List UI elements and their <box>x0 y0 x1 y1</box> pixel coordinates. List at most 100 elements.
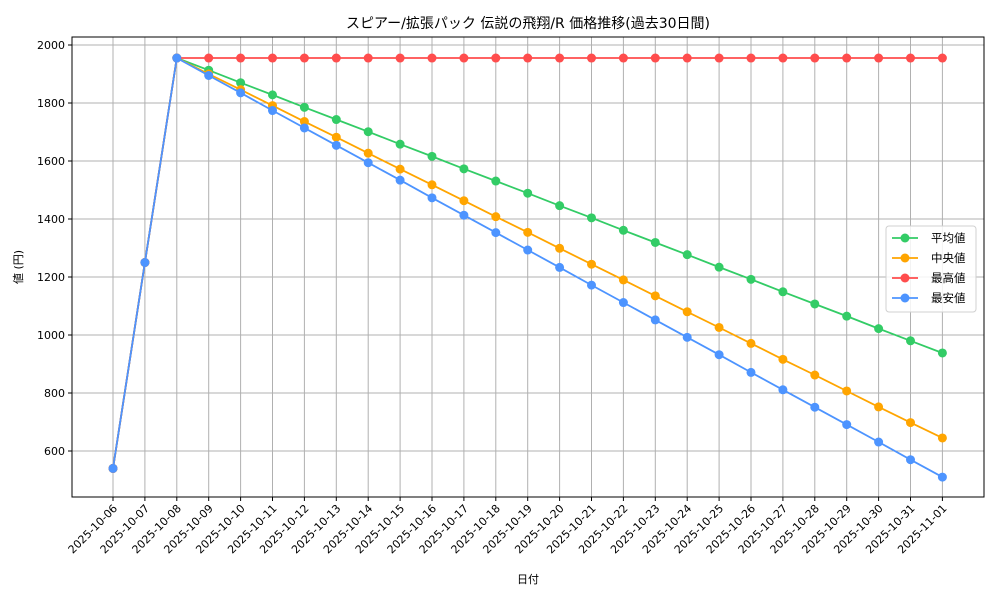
data-point <box>906 418 915 428</box>
data-point <box>587 213 596 223</box>
y-axis-label: 値 (円) <box>12 250 25 284</box>
data-point <box>587 259 596 269</box>
data-point <box>108 463 118 473</box>
data-point <box>842 53 852 63</box>
y-tick-label: 800 <box>44 387 65 400</box>
data-point <box>555 243 565 253</box>
data-point <box>842 386 852 396</box>
data-point <box>491 228 501 238</box>
data-point <box>555 201 565 211</box>
data-point <box>650 315 660 325</box>
data-point <box>906 455 915 465</box>
data-point <box>746 367 756 377</box>
data-point <box>427 151 437 161</box>
data-point <box>459 196 469 206</box>
data-point <box>842 311 852 321</box>
series-lines <box>108 53 947 482</box>
data-point <box>459 53 469 63</box>
data-point <box>937 433 947 443</box>
data-point <box>874 324 884 334</box>
data-point <box>491 53 501 63</box>
data-point <box>555 53 565 63</box>
data-point <box>140 258 150 267</box>
data-point <box>523 227 533 237</box>
x-axis-label: 日付 <box>517 573 539 586</box>
data-point <box>363 158 373 168</box>
legend-marker-icon <box>900 253 910 263</box>
series-最安値 <box>108 53 947 482</box>
y-tick-label: 1600 <box>37 155 65 168</box>
data-point <box>587 280 596 290</box>
data-point <box>523 53 533 63</box>
data-point <box>778 53 788 63</box>
legend-item: 中央値 <box>892 251 966 265</box>
legend-label: 最高値 <box>931 271 966 285</box>
data-point <box>395 53 405 63</box>
legend-marker-icon <box>900 233 910 243</box>
data-point <box>172 53 182 63</box>
data-point <box>363 148 373 158</box>
data-point <box>491 212 501 222</box>
y-tick-label: 2000 <box>37 39 65 52</box>
data-point <box>874 437 884 447</box>
data-point <box>427 180 437 190</box>
legend-label: 平均値 <box>931 231 966 245</box>
data-point <box>299 123 309 133</box>
data-point <box>714 322 724 332</box>
data-point <box>587 53 596 63</box>
legend-label: 最安値 <box>931 291 966 305</box>
data-point <box>937 53 947 63</box>
y-tick-label: 1800 <box>37 97 65 110</box>
data-point <box>682 307 692 317</box>
data-point <box>236 53 246 63</box>
legend-label: 中央値 <box>931 251 966 265</box>
x-axis-ticks: 2025-10-062025-10-072025-10-082025-10-09… <box>66 497 950 556</box>
data-point <box>714 262 724 272</box>
data-point <box>523 188 533 198</box>
series-最高値 <box>108 53 947 473</box>
data-point <box>236 78 246 88</box>
data-point <box>810 402 820 412</box>
data-point <box>650 53 660 63</box>
data-point <box>363 53 373 63</box>
data-point <box>331 140 341 150</box>
data-point <box>682 250 692 260</box>
data-point <box>810 53 820 63</box>
data-point <box>491 176 501 186</box>
legend-box <box>885 225 977 313</box>
grid-lines <box>72 37 984 497</box>
data-point <box>618 275 628 285</box>
data-point <box>331 132 341 142</box>
data-point <box>682 53 692 63</box>
data-point <box>937 348 947 358</box>
data-point <box>268 90 277 100</box>
data-point <box>778 354 788 364</box>
data-point <box>874 53 884 63</box>
data-point <box>395 139 405 149</box>
data-point <box>874 402 884 412</box>
chart-title: スピアー/拡張パック 伝説の飛翔/R 価格推移(過去30日間) <box>346 16 710 32</box>
data-point <box>650 291 660 301</box>
legend-item: 平均値 <box>892 231 966 245</box>
data-point <box>395 175 405 185</box>
data-point <box>236 88 246 98</box>
data-point <box>268 106 277 116</box>
legend-item: 最高値 <box>892 271 966 285</box>
data-point <box>299 53 309 63</box>
data-point <box>331 53 341 63</box>
data-point <box>810 370 820 380</box>
data-point <box>778 287 788 297</box>
y-tick-label: 1400 <box>37 213 65 226</box>
data-point <box>618 225 628 235</box>
data-point <box>810 299 820 309</box>
data-point <box>618 53 628 63</box>
data-point <box>204 53 214 63</box>
data-point <box>778 385 788 395</box>
data-point <box>395 164 405 174</box>
data-point <box>746 274 756 284</box>
data-point <box>459 164 469 174</box>
data-point <box>459 210 469 220</box>
data-point <box>906 53 915 63</box>
